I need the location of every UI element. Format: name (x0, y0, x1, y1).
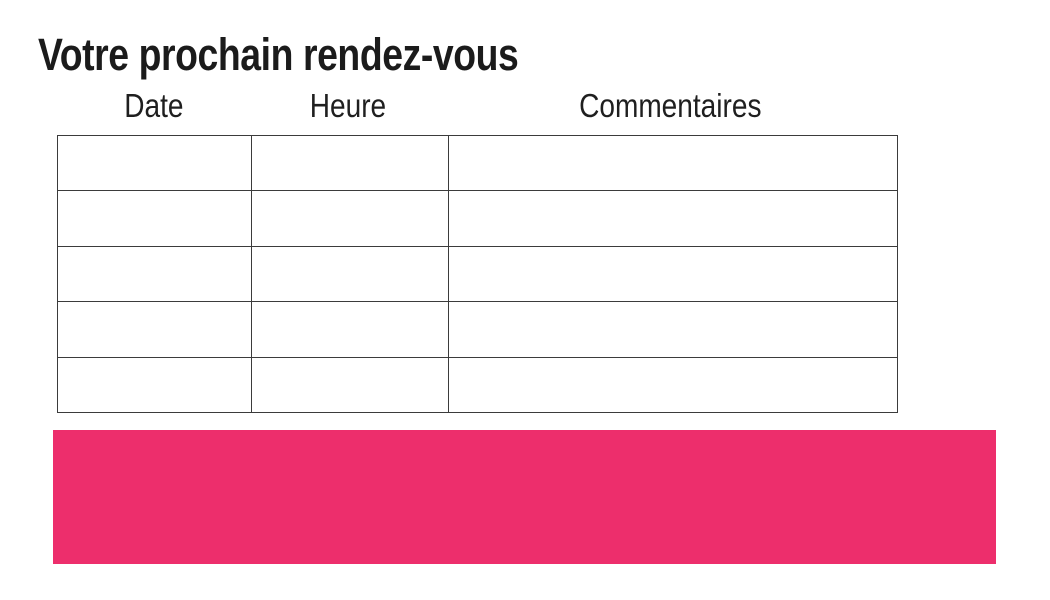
table-cell (251, 190, 449, 247)
table-cell (251, 134, 449, 192)
table-row (57, 245, 898, 303)
table-cell (57, 301, 252, 358)
table-cell (251, 245, 449, 303)
table-cell (448, 134, 898, 192)
table-cell (448, 190, 898, 247)
table-row (57, 190, 898, 247)
table-cell (57, 134, 252, 192)
table-cell (57, 190, 252, 247)
table-cell (448, 301, 898, 358)
appointment-table-body (57, 134, 898, 413)
column-header-date-label: Date (123, 87, 184, 124)
column-header-commentaires-label: Commentaires (578, 87, 762, 124)
table-header-row: Date Heure Commentaires (57, 87, 894, 125)
appointment-table (57, 134, 898, 413)
table-cell (448, 245, 898, 303)
column-header-heure: Heure (250, 87, 446, 125)
table-cell (251, 356, 449, 413)
table-row (57, 134, 898, 192)
column-header-commentaires: Commentaires (446, 87, 894, 125)
column-header-heure-label: Heure (309, 87, 387, 124)
table-row (57, 356, 898, 413)
table-cell (57, 356, 252, 413)
highlight-block (53, 430, 996, 564)
table-cell (448, 356, 898, 413)
column-header-date: Date (57, 87, 250, 125)
page-title: Votre prochain rendez-vous (38, 29, 519, 80)
table-cell (251, 301, 449, 358)
table-row (57, 301, 898, 358)
table-cell (57, 245, 252, 303)
